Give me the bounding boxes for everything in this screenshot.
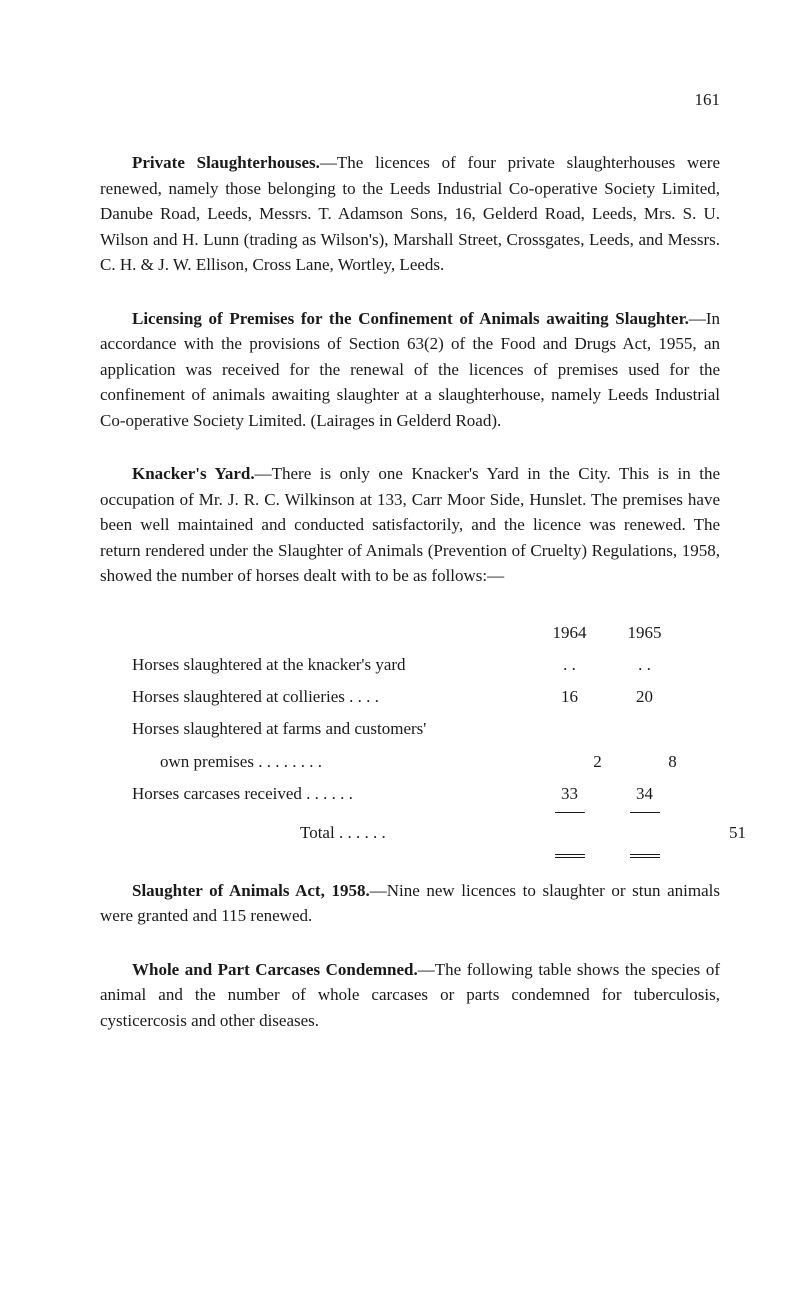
cell-1964: 2 [560,746,635,778]
page-number: 161 [100,90,720,110]
table-row: Horses carcases received . . . . . . 33 … [100,778,720,810]
total-row: Total . . . . . . 51 62 [100,817,720,849]
cell-1965: 34 [607,778,682,810]
cell-1965: 20 [607,681,682,713]
paragraph-knackers-yard: Knacker's Yard.—There is only one Knacke… [100,461,720,589]
cell-1964: 33 [532,778,607,810]
heading: Whole and Part Carcases Condemned. [132,960,418,979]
horizontal-rule [630,857,660,858]
cell-1965: 8 [635,746,710,778]
table-row-continuation: own premises . . . . . . . . 2 8 [100,746,720,778]
row-label: Horses carcases received . . . . . . [100,778,532,810]
rule-cell [607,850,682,858]
cell-1964: . . [532,649,607,681]
row-label: Horses slaughtered at the knacker's yard [100,649,532,681]
horizontal-rule [630,812,660,813]
rule-row [100,810,720,817]
total-label: Total . . . . . . [100,817,700,849]
column-header-1964: 1964 [532,617,607,649]
cell-1964: 16 [532,681,607,713]
rule-cell [607,810,682,817]
cell-1965: . . [607,649,682,681]
row-label: Horses slaughtered at farms and customer… [100,713,532,745]
paragraph-slaughter-act: Slaughter of Animals Act, 1958.—Nine new… [100,878,720,929]
total-1964: 51 [700,817,775,849]
table-row: Horses slaughtered at farms and customer… [100,713,720,745]
heading: Private Slaughterhouses. [132,153,320,172]
horizontal-rule [630,854,660,855]
table-header-row: 1964 1965 [100,617,720,649]
rule-cell [532,810,607,817]
horizontal-rule [555,854,585,855]
column-header-1965: 1965 [607,617,682,649]
total-1965: 62 [775,817,800,849]
rule-row [100,850,720,858]
row-label-cont: own premises . . . . . . . . [100,746,560,778]
heading: Knacker's Yard. [132,464,255,483]
horizontal-rule [555,857,585,858]
paragraph-carcases-condemned: Whole and Part Carcases Condemned.—The f… [100,957,720,1034]
table-row: Horses slaughtered at the knacker's yard… [100,649,720,681]
table-row: Horses slaughtered at collieries . . . .… [100,681,720,713]
horses-table: 1964 1965 Horses slaughtered at the knac… [100,617,720,858]
heading: Licensing of Premises for the Confinemen… [132,309,689,328]
paragraph-licensing-premises: Licensing of Premises for the Confinemen… [100,306,720,434]
rule-cell [532,850,607,858]
heading: Slaughter of Animals Act, 1958. [132,881,370,900]
row-label: Horses slaughtered at collieries . . . . [100,681,532,713]
paragraph-private-slaughterhouses: Private Slaughterhouses.—The licences of… [100,150,720,278]
horizontal-rule [555,812,585,813]
document-page: 161 Private Slaughterhouses.—The licence… [0,0,800,1121]
